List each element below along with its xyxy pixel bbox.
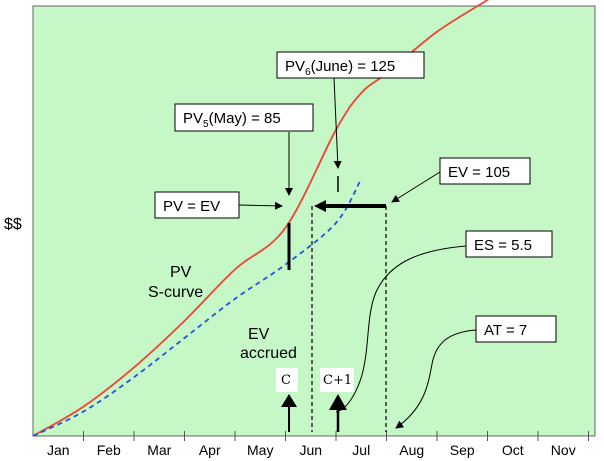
x-tick-label-mar: Mar	[147, 442, 171, 458]
x-tick-label-nov: Nov	[551, 442, 576, 458]
x-tick-label-jul: Jul	[352, 442, 370, 458]
es-box	[465, 230, 553, 258]
c-plus-1-arrow-head	[329, 394, 347, 410]
ev-accrued-line	[32, 178, 363, 437]
x-tick-label-apr: Apr	[199, 442, 221, 458]
pv-eq-ev-pointer	[238, 201, 283, 210]
x-tick-label-feb: Feb	[97, 442, 121, 458]
y-axis-label: $$	[4, 216, 22, 233]
pv-s-curve-line	[32, 0, 489, 437]
at-pointer	[395, 329, 477, 429]
ev-curve-label-1: EV	[248, 326, 270, 343]
es-label: ES = 5.5	[474, 237, 532, 254]
ev-pointer	[391, 171, 441, 203]
x-tick-label-may: May	[247, 442, 273, 458]
at-label: AT = 7	[484, 322, 527, 339]
x-axis: Jan Feb Mar Apr May Jun Jul Aug Sep Oct Nov	[47, 431, 589, 458]
pv-eq-ev-box	[154, 191, 240, 219]
pv6-pointer	[333, 77, 342, 169]
c-label-box	[276, 368, 298, 392]
pv6-box	[276, 51, 425, 79]
ev-span-arrowhead	[314, 200, 326, 212]
pv-curve-label-2: S-curve	[148, 284, 203, 301]
ev-curve-label-2: accrued	[240, 345, 297, 362]
at-box	[475, 315, 557, 343]
x-tick-label-aug: Aug	[399, 442, 424, 458]
es-pointer	[335, 245, 467, 413]
c-plus-1-label-box	[320, 368, 354, 392]
x-tick-label-jun: Jun	[299, 442, 322, 458]
pv-eq-ev-label: PV = EV	[163, 198, 220, 215]
x-tick-label-jan: Jan	[47, 442, 70, 458]
x-tick-label-sep: Sep	[450, 442, 475, 458]
c-arrow-head	[281, 394, 297, 407]
pv5-box	[174, 103, 314, 132]
pv-curve-label-1: PV	[170, 264, 192, 281]
c-plus-1-label: C+1	[323, 373, 352, 388]
x-tick-label-oct: Oct	[502, 442, 524, 458]
pv5-label: PV5(May) = 85	[183, 110, 281, 130]
ev-label: EV = 105	[448, 164, 510, 181]
ev-box	[439, 157, 531, 185]
c-label: C	[281, 373, 291, 388]
series-layer	[32, 0, 489, 437]
pv6-label: PV6(June) = 125	[285, 58, 395, 78]
